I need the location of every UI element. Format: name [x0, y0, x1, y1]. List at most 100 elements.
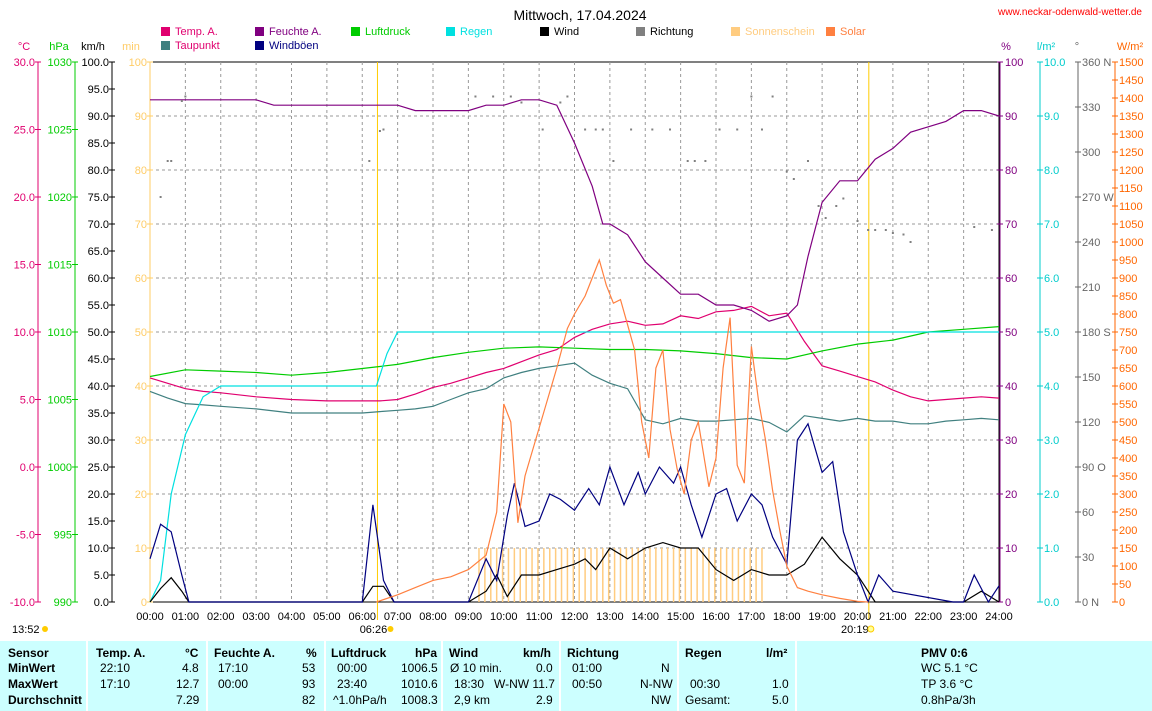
x-tick-label: 07:00	[384, 611, 412, 623]
legend-swatch	[446, 27, 455, 36]
row-min-pmv: WC 5.1 °C	[921, 661, 978, 675]
x-tick-label: 04:00	[278, 611, 306, 623]
direction-point	[520, 101, 523, 104]
row-avg-wind-dist: 2,9 km	[454, 693, 491, 707]
direction-point	[559, 101, 562, 104]
solar-tick-label: 450	[1119, 435, 1137, 447]
direction-point	[651, 128, 654, 131]
x-tick-label: 17:00	[738, 611, 766, 623]
direction-point	[378, 130, 381, 132]
x-tick-label: 20:00	[844, 611, 872, 623]
humidity-axis-label: %	[1001, 41, 1011, 53]
temp-tick-label: 0.0	[20, 462, 35, 474]
wind-tick-label: 75.0	[88, 192, 109, 204]
x-tick-label: 24:00	[985, 611, 1013, 623]
temp-tick-label: 20.0	[14, 192, 35, 204]
direction-point	[584, 128, 587, 131]
hdr-wind: Wind	[449, 646, 479, 660]
rain-tick-label: 3.0	[1044, 435, 1059, 447]
rain-tick-label: 2.0	[1044, 489, 1059, 501]
wind-tick-label: 40.0	[88, 381, 109, 393]
sun_min-tick-label: 80	[135, 165, 147, 177]
row-avg-temp-val: 7.29	[176, 693, 200, 707]
solar-tick-label: 0	[1119, 597, 1125, 609]
row-min-label: MinWert	[8, 661, 56, 675]
solar-tick-label: 100	[1119, 561, 1137, 573]
row-max-label: MaxWert	[8, 677, 58, 691]
humidity-line	[150, 99, 1000, 322]
row-avg-label: Durchschnitt	[8, 693, 83, 707]
sun_min-tick-label: 90	[135, 111, 147, 123]
direction-point	[718, 128, 721, 131]
row-min-dir-time: 01:00	[572, 661, 603, 675]
solar-tick-label: 1400	[1119, 93, 1143, 105]
hdr-humidity-unit: %	[306, 646, 317, 660]
temp-tick-label: 15.0	[14, 260, 35, 272]
direction-point	[509, 95, 512, 98]
row-avg-pmv: 0.8hPa/3h	[921, 693, 976, 707]
direction-point	[166, 160, 169, 162]
legend-swatch	[161, 41, 170, 50]
humidity-tick-label: 40	[1005, 381, 1017, 393]
pressure-tick-label: 1000	[48, 462, 72, 474]
direction-point	[180, 100, 183, 102]
legend-label: Regen	[460, 26, 492, 38]
site-url[interactable]: www.neckar-odenwald-wetter.de	[997, 7, 1142, 18]
legend-swatch	[351, 27, 360, 36]
solar-tick-label: 650	[1119, 363, 1137, 375]
sun_min-tick-label: 40	[135, 381, 147, 393]
direction-point	[792, 178, 795, 180]
hdr-sensor: Sensor	[8, 646, 49, 660]
row-avg-dir-val: NW	[651, 693, 671, 707]
direction-axis-label: °	[1075, 41, 1079, 53]
rain-tick-label: 5.0	[1044, 327, 1059, 339]
direction-point	[669, 128, 672, 131]
direction-tick-label: 120	[1082, 417, 1100, 429]
direction-tick-label: 360 N	[1082, 57, 1111, 69]
row-min-hum-val: 53	[302, 661, 316, 675]
rain-tick-label: 1.0	[1044, 543, 1059, 555]
solar-tick-label: 550	[1119, 399, 1137, 411]
humidity-tick-label: 10	[1005, 543, 1017, 555]
solar-tick-label: 1250	[1119, 147, 1143, 159]
direction-tick-label: 210	[1082, 282, 1100, 294]
hdr-rain: Regen	[685, 646, 722, 660]
solar-tick-label: 1000	[1119, 237, 1143, 249]
x-tick-label: 10:00	[490, 611, 518, 623]
hdr-direction: Richtung	[567, 646, 619, 660]
hdr-wind-unit: km/h	[523, 646, 552, 660]
solar-tick-label: 300	[1119, 489, 1137, 501]
wind-tick-label: 30.0	[88, 435, 109, 447]
solar-tick-label: 1050	[1119, 219, 1143, 231]
rain-axis-label: l/m²	[1037, 41, 1056, 53]
row-max-dir-val: N-NW	[640, 677, 673, 691]
wind-tick-label: 100.0	[81, 57, 109, 69]
solar-tick-label: 200	[1119, 525, 1137, 537]
rain-tick-label: 6.0	[1044, 273, 1059, 285]
solar-tick-label: 500	[1119, 417, 1137, 429]
direction-point	[704, 160, 707, 162]
current-time-label: 13:52	[12, 624, 40, 636]
x-tick-label: 02:00	[207, 611, 235, 623]
direction-tick-label: 30	[1082, 552, 1094, 564]
direction-point	[492, 95, 495, 98]
x-tick-label: 22:00	[914, 611, 942, 623]
legend-label: Sonnenschein	[745, 26, 815, 38]
sunset-label: 20:19	[841, 624, 869, 636]
solar-tick-label: 1350	[1119, 111, 1143, 123]
wind-tick-label: 80.0	[88, 165, 109, 177]
direction-tick-label: 180 S	[1082, 327, 1111, 339]
solar-tick-label: 350	[1119, 471, 1137, 483]
x-tick-label: 13:00	[596, 611, 624, 623]
direction-tick-label: 150	[1082, 372, 1100, 384]
chart-title: Mittwoch, 17.04.2024	[513, 7, 646, 23]
temp-tick-label: -5.0	[16, 530, 35, 542]
row-max-press-time: 23:40	[337, 677, 368, 691]
direction-point	[867, 229, 870, 231]
solar-tick-label: 1500	[1119, 57, 1143, 69]
rain-line	[149, 331, 999, 603]
direction-point	[382, 128, 385, 131]
direction-point	[612, 160, 615, 162]
direction-point	[686, 160, 689, 162]
direction-point	[474, 95, 477, 98]
